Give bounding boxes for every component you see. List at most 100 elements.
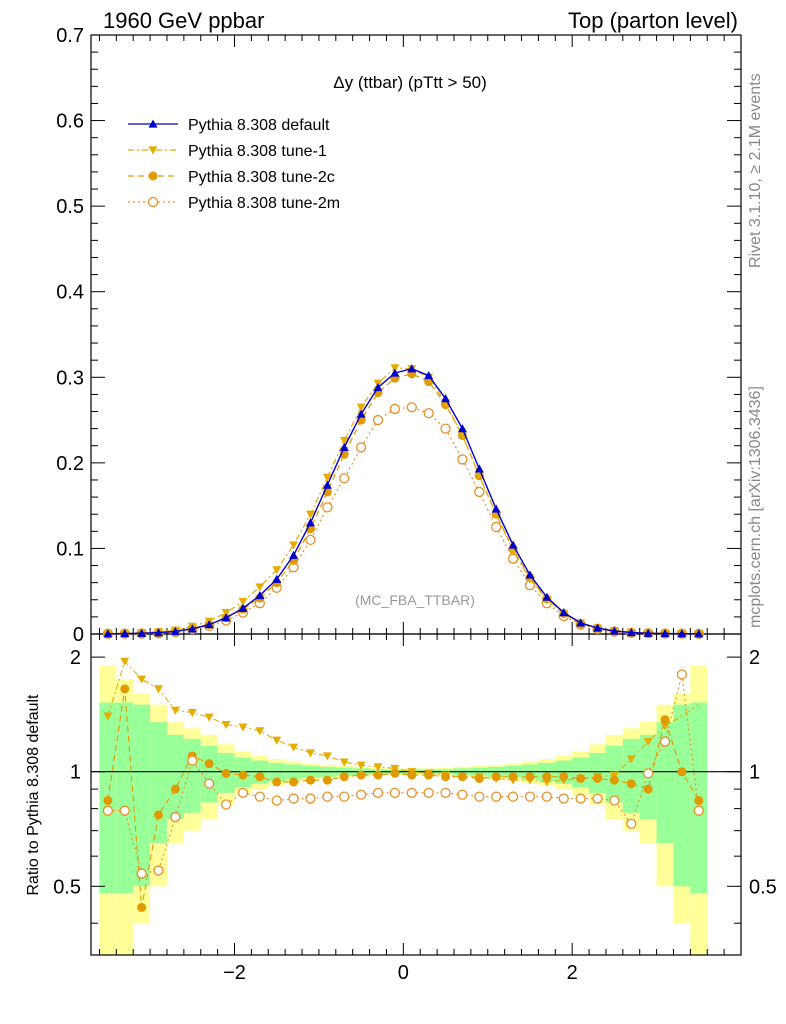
ratio-point-tune1 [187,708,197,718]
y-tick-label: 0.3 [56,367,84,389]
ratio-point-tune2m [541,791,552,802]
x-tick-label: 0 [398,962,409,984]
band-inner-bin [589,752,606,793]
ratio-point-tune1 [373,763,383,772]
ratio-point-tune2c [660,715,670,725]
ratio-point-tune2m [676,669,688,680]
data-point-default [120,629,130,638]
data-point-default [592,623,602,632]
data-point-default [103,629,113,638]
ratio-point-tune2c [272,777,282,787]
ratio-point-tune2c [373,770,383,780]
ratio-point-tune2m [474,791,485,802]
ratio-line-tune2c [107,688,700,908]
data-point-tune1 [272,566,282,575]
band-inner-bin [656,722,674,843]
ratio-y-tick-label: 2 [70,647,81,669]
ratio-point-tune2c [322,775,332,785]
ratio-point-tune2m [659,736,671,747]
ratio-point-tune2c [609,775,619,785]
data-point-tune1 [356,403,366,412]
analysis-watermark: (MC_FBA_TTBAR) [355,592,475,608]
ratio-point-tune2c [592,773,602,783]
ratio-point-tune1 [322,752,332,761]
data-point-default [474,464,484,473]
ratio-y-tick-label: 1 [70,762,81,784]
band-inner-bin [150,722,167,843]
ratio-point-tune2m [592,793,603,804]
ratio-point-tune2m [491,791,502,802]
ratio-point-tune2c [491,772,501,782]
ratio-point-tune2m [440,787,451,798]
legend-marker-tune2c [148,171,158,181]
data-point-default [576,618,586,627]
data-point-tune1 [221,609,231,618]
legend [128,119,178,208]
ratio-series-tune2c [103,684,704,912]
ratio-point-tune2c [154,810,164,820]
ratio-point-tune2m [119,805,130,816]
ratio-point-tune2c [694,796,704,806]
ratio-point-tune2c [204,759,214,769]
data-point-tune2m [423,408,434,419]
chart-title: Δy (ttbar) (pTtt > 50) [333,73,487,92]
data-point-default [390,368,400,377]
band-inner-bin [166,734,184,820]
data-point-default [677,629,687,638]
data-point-tune2m [305,534,316,546]
data-point-default [356,409,366,418]
ratio-series-tune2m [102,669,704,879]
ratio-point-tune1 [221,720,231,730]
ratio-point-tune2c [576,773,586,783]
ratio-point-tune2m [204,778,215,789]
data-point-tune2m [440,423,451,434]
ratio-point-tune2m [507,791,519,802]
legend-marker-tune1 [148,146,158,155]
legend-label: Pythia 8.308 tune-1 [188,143,327,160]
data-point-tune1 [255,583,265,592]
data-point-default [154,628,164,637]
ratio-point-tune2m [102,805,114,816]
ratio-point-tune2m [305,793,316,804]
data-point-default [170,626,180,636]
data-point-default [221,613,231,622]
data-point-tune2m [339,473,350,484]
ratio-point-tune2m [575,793,586,804]
data-point-default [643,628,653,637]
ratio-point-tune2m [423,787,434,798]
ratio-point-tune2m [187,755,198,766]
data-point-default [407,364,417,373]
ratio-point-tune2c [137,902,147,912]
ratio-line-tune2m [107,674,700,875]
legend-marker-default [148,119,158,128]
y-tick-label: 0.5 [56,196,84,218]
data-point-default [660,629,670,638]
ratio-point-tune2c [643,784,653,794]
y-tick-label: 0.7 [56,25,84,47]
legend-label: Pythia 8.308 tune-2m [188,195,340,212]
ratio-point-tune2c [103,796,113,806]
y-ticks-main [91,34,741,635]
data-point-tune2m [457,454,468,465]
ratio-point-tune2c [289,777,299,787]
data-point-tune1 [305,510,315,519]
ratio-y-tick-label: 0.5 [53,876,81,898]
data-point-tune1 [390,364,400,373]
rivet-version-label: Rivet 3.1.10, ≥ 2.1M events [747,73,764,268]
ratio-point-tune2c [390,768,400,778]
data-point-default [559,608,569,617]
ratio-point-tune2m [220,799,232,810]
ratio-point-tune2c [170,784,180,794]
data-point-tune1 [238,597,248,606]
series-line-tune2m [107,406,699,635]
legend-marker-tune2m [147,196,159,208]
ratio-point-tune1 [238,723,248,732]
ratio-y-axis-label: Ratio to Pythia 8.308 default [25,694,42,896]
data-point-default [525,570,535,579]
ratio-y-tick-label-right: 0.5 [749,876,777,898]
data-point-default [272,574,282,583]
legend-label: Pythia 8.308 tune-2c [188,169,335,186]
data-point-default [238,603,248,612]
ratio-point-tune2m [254,791,265,802]
ratio-point-tune2m [153,865,164,876]
